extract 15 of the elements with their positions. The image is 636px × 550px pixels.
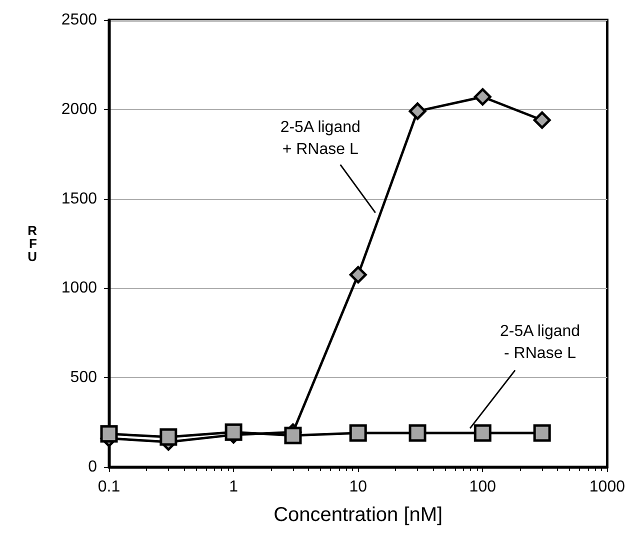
y-tick-label: 1500 bbox=[61, 190, 98, 208]
y-axis-title: RFU bbox=[28, 223, 38, 264]
x-tick-label: 1 bbox=[229, 478, 238, 496]
x-tick-label: 1000 bbox=[589, 478, 626, 496]
x-tick-label: 100 bbox=[469, 478, 496, 496]
x-tick-label: 0.1 bbox=[98, 478, 120, 496]
x-axis-title: Concentration [nM] bbox=[274, 504, 443, 526]
y-tick-label: 0 bbox=[88, 458, 98, 476]
y-tick-label: 500 bbox=[70, 369, 98, 386]
x-tick-label: 10 bbox=[349, 478, 368, 496]
y-tick-label: 1000 bbox=[61, 280, 98, 297]
y-tick-label: 2000 bbox=[61, 100, 98, 118]
y-tick-label: 2500 bbox=[61, 12, 98, 28]
text: 2-5A ligand - RNase L bbox=[499, 322, 582, 364]
text: 2-5A ligand + RNase L bbox=[279, 118, 362, 160]
